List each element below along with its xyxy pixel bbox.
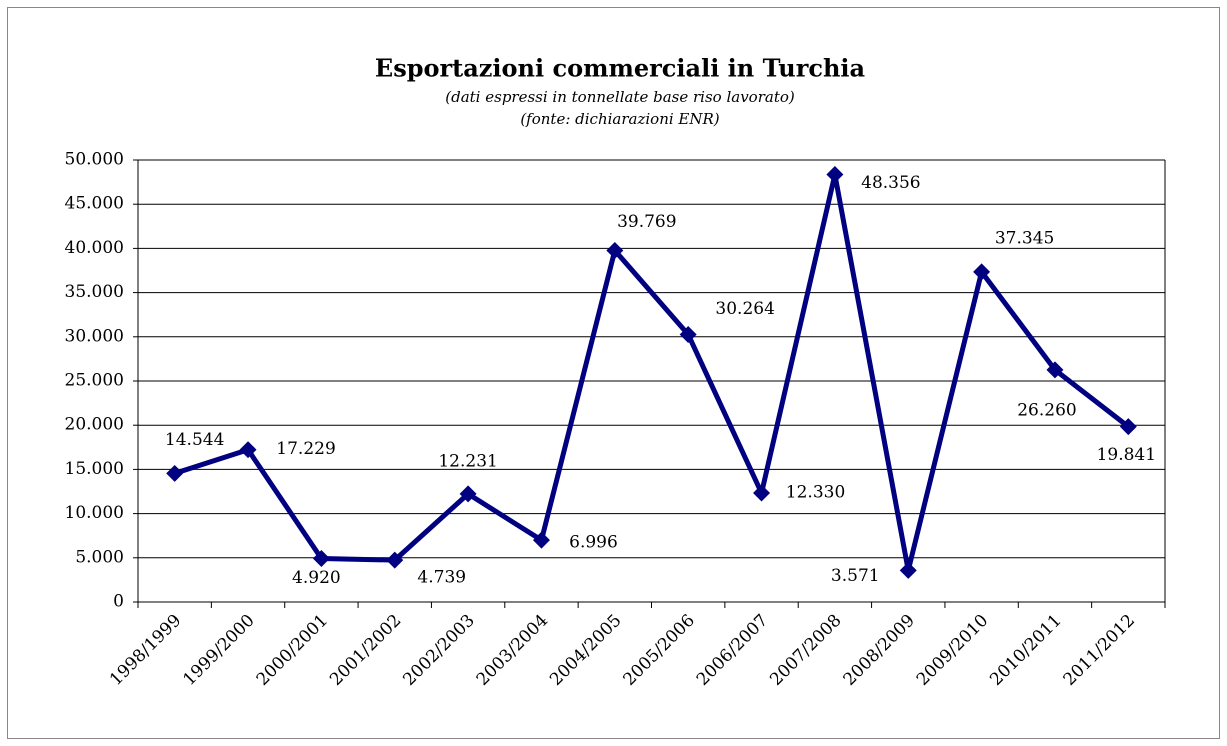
data-label: 26.260 [1017, 400, 1076, 420]
chart-frame [7, 7, 1220, 739]
y-tick-label: 25.000 [65, 371, 124, 391]
marker [312, 550, 330, 567]
y-tick-label: 45.000 [65, 194, 124, 214]
marker [386, 551, 404, 569]
chart-subtitle: (dati espressi in tonnellate base riso l… [445, 88, 795, 106]
y-tick-label: 35.000 [65, 282, 124, 302]
marker [753, 484, 771, 502]
data-label: 48.356 [861, 173, 920, 193]
data-label: 30.264 [715, 299, 774, 319]
y-tick-label: 30.000 [65, 326, 124, 346]
data-label: 4.739 [417, 568, 466, 588]
marker [679, 325, 697, 343]
y-tick-label: 20.000 [65, 415, 124, 435]
y-tick-label: 40.000 [65, 238, 124, 258]
data-label: 12.231 [438, 451, 497, 471]
data-label: 14.544 [165, 430, 224, 450]
data-label: 17.229 [276, 439, 335, 459]
y-tick-label: 10.000 [65, 503, 124, 523]
marker [166, 464, 184, 482]
marker [826, 166, 844, 184]
chart-source: (fonte: dichiarazioni ENR) [520, 110, 719, 128]
data-label: 12.330 [786, 483, 845, 503]
marker [606, 241, 624, 259]
y-tick-label: 0 [113, 592, 124, 612]
line [173, 172, 1130, 573]
data-label: 37.345 [995, 228, 1054, 248]
y-tick-label: 15.000 [65, 459, 124, 479]
data-label: 39.769 [617, 212, 676, 232]
y-tick-label: 5.000 [75, 547, 124, 567]
data-label: 19.841 [1097, 445, 1156, 465]
marker [899, 561, 917, 579]
data-label: 6.996 [569, 533, 618, 553]
chart-title: Esportazioni commerciali in Turchia [375, 54, 865, 83]
marker [239, 441, 257, 459]
marker [532, 531, 550, 549]
marker [973, 263, 991, 281]
data-label: 4.920 [292, 568, 341, 588]
y-tick-label: 50.000 [65, 150, 124, 170]
marker [459, 485, 477, 503]
data-label: 3.571 [831, 566, 880, 586]
